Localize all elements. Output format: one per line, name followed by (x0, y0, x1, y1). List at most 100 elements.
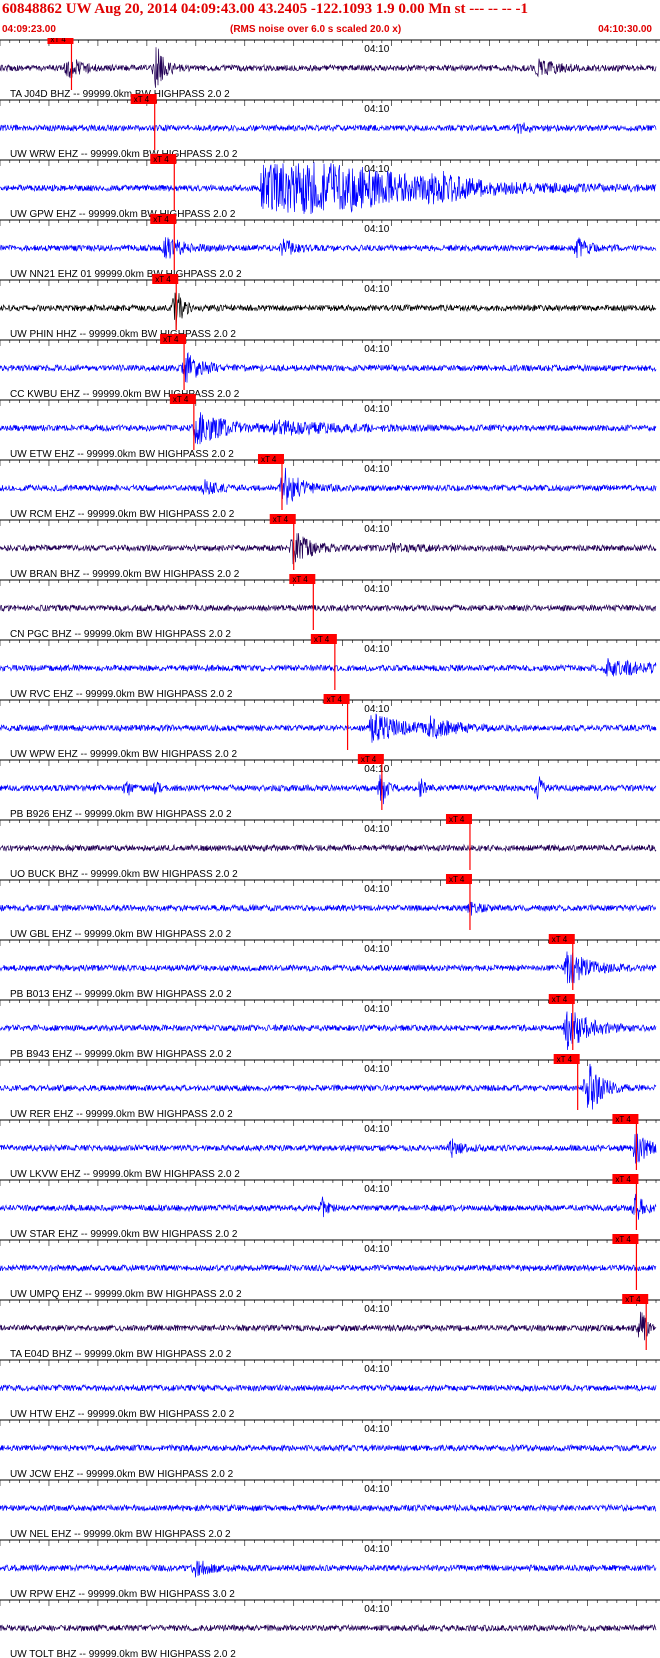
channel-label: UW PHIN HHZ -- 99999.0km BW HIGHPASS 2.0… (10, 329, 236, 340)
seismogram-plot: 04:10 TA J04D BHZ -- 99999.0km BW HIGHPAS… (0, 38, 660, 1658)
channel-panel: 04:10 UW LKVW EHZ -- 99999.0km BW HIGHPAS… (0, 1114, 660, 1180)
waveform-trace (0, 901, 657, 916)
waveform-trace (0, 1133, 657, 1164)
waveform-trace (0, 1560, 657, 1578)
channel-panel: 04:10 UW BRAN BHZ -- 99999.0km BW HIGHPAS… (0, 514, 660, 580)
minute-tick-label: 04:10 (364, 944, 389, 955)
pick-label: xT 4 (153, 155, 169, 164)
pick-label: xT 4 (327, 695, 343, 704)
waveform-trace (0, 162, 657, 215)
channel-panel: 04:10 UW NEL EHZ -- 99999.0km BW HIGHPASS… (0, 1479, 660, 1540)
channel-label: UW ETW EHZ -- 99999.0km BW HIGHPASS 2.0 … (10, 449, 234, 460)
channel-panel: 04:10 PB B943 EHZ -- 99999.0km BW HIGHPAS… (0, 994, 660, 1060)
pick-marker (47, 38, 74, 44)
header: 60848862 UW Aug 20, 2014 04:09:43.00 43.… (0, 0, 660, 38)
channel-panel: 04:10 TA J04D BHZ -- 99999.0km BW HIGHPAS… (0, 38, 660, 100)
channel-panel: 04:10 PB B013 EHZ -- 99999.0km BW HIGHPAS… (0, 934, 660, 1000)
pick-marker (548, 934, 575, 944)
minute-tick-label: 04:10 (364, 584, 389, 595)
waveform-trace (0, 1063, 657, 1110)
channel-label: UW TOLT BHZ -- 99999.0km BW HIGHPASS 2.0… (10, 1649, 236, 1658)
channel-panel: 04:10 UW RPW EHZ -- 99999.0km BW HIGHPASS… (0, 1539, 660, 1600)
minute-tick-label: 04:10 (364, 1484, 389, 1495)
channel-label: UW HTW EHZ -- 99999.0km BW HIGHPASS 2.0 … (10, 1409, 235, 1420)
channel-label: TA E04D BHZ -- 99999.0km BW HIGHPASS 2.0… (10, 1349, 232, 1360)
waveform-trace (0, 47, 657, 88)
pick-label: xT 4 (173, 395, 189, 404)
pick-label: xT 4 (314, 635, 330, 644)
channel-panel: 04:10 UW GBL EHZ -- 99999.0km BW HIGHPASS… (0, 874, 660, 940)
channel-panel: 04:10 CN PGC BHZ -- 99999.0km BW HIGHPASS… (0, 574, 660, 640)
channel-label: UW RER EHZ -- 99999.0km BW HIGHPASS 2.0 … (10, 1109, 233, 1120)
channel-label: TA J04D BHZ -- 99999.0km BW HIGHPASS 2.0… (10, 89, 230, 100)
channel-label: UW UMPQ EHZ -- 99999.0km BW HIGHPASS 2.0… (10, 1289, 242, 1300)
pick-label: xT 4 (557, 1055, 573, 1064)
minute-tick-label: 04:10 (364, 44, 389, 55)
channel-label: UW WRW EHZ -- 99999.0km BW HIGHPASS 2.0 … (10, 149, 238, 160)
waveform-trace (0, 292, 657, 330)
minute-tick-label: 04:10 (364, 1064, 389, 1075)
minute-tick-label: 04:10 (364, 404, 389, 415)
channel-label: PB B013 EHZ -- 99999.0km BW HIGHPASS 2.0… (10, 989, 232, 1000)
waveform-trace (0, 951, 657, 984)
minute-tick-label: 04:10 (364, 224, 389, 235)
pick-label: xT 4 (153, 215, 169, 224)
waveform-trace (0, 1311, 657, 1341)
waveform-trace (0, 774, 657, 805)
channel-label: PB B943 EHZ -- 99999.0km BW HIGHPASS 2.0… (10, 1049, 232, 1060)
waveform-trace (0, 1011, 657, 1051)
pick-label: xT 4 (615, 1235, 631, 1244)
minute-tick-label: 04:10 (364, 1124, 389, 1135)
waveform-trace (0, 713, 657, 743)
pick-label: xT 4 (615, 1115, 631, 1124)
pick-marker (150, 154, 177, 164)
waveform-trace (0, 1503, 657, 1513)
minute-tick-label: 04:10 (364, 1184, 389, 1195)
channel-label: UW JCW EHZ -- 99999.0km BW HIGHPASS 2.0 … (10, 1469, 234, 1480)
channel-label: UW RCM EHZ -- 99999.0km BW HIGHPASS 2.0 … (10, 509, 235, 520)
pick-marker (169, 394, 196, 404)
channel-label: UO BUCK BHZ -- 99999.0km BW HIGHPASS 2.0… (10, 869, 238, 880)
pick-marker (445, 874, 472, 884)
pick-label: xT 4 (155, 275, 171, 284)
channel-panel: 04:10 UW RCM EHZ -- 99999.0km BW HIGHPASS… (0, 454, 660, 520)
minute-tick-label: 04:10 (364, 1544, 389, 1555)
pick-label: xT 4 (615, 1175, 631, 1184)
waveform-trace (0, 1443, 657, 1453)
channel-panel: 04:10 UW JCW EHZ -- 99999.0km BW HIGHPASS… (0, 1419, 660, 1480)
channel-panel: 04:10 UW GPW EHZ -- 99999.0km BW HIGHPASS… (0, 154, 660, 220)
minute-tick-label: 04:10 (364, 464, 389, 475)
channel-panel: 04:10 PB B926 EHZ -- 99999.0km BW HIGHPAS… (0, 754, 660, 820)
waveform-trace (0, 603, 657, 613)
minute-tick-label: 04:10 (364, 1424, 389, 1435)
pick-label: xT 4 (552, 995, 568, 1004)
pick-marker (548, 994, 575, 1004)
channel-label: PB B926 EHZ -- 99999.0km BW HIGHPASS 2.0… (10, 809, 232, 820)
pick-label: xT 4 (449, 875, 465, 884)
waveform-trace (0, 1383, 657, 1393)
channel-label: UW BRAN BHZ -- 99999.0km BW HIGHPASS 2.0… (10, 569, 240, 580)
minute-tick-label: 04:10 (364, 824, 389, 835)
minute-tick-label: 04:10 (364, 1304, 389, 1315)
scaling-note: (RMS noise over 6.0 s scaled 20.0 x) (230, 24, 402, 35)
channel-label: CN PGC BHZ -- 99999.0km BW HIGHPASS 2.0 … (10, 629, 231, 640)
pick-marker (323, 694, 350, 704)
pick-label: xT 4 (261, 455, 277, 464)
pick-label: xT 4 (361, 755, 377, 764)
pick-marker (310, 634, 337, 644)
minute-tick-label: 04:10 (364, 764, 389, 775)
channel-label: UW GPW EHZ -- 99999.0km BW HIGHPASS 2.0 … (10, 209, 236, 220)
channel-panel: 04:10 UW RVC EHZ -- 99999.0km BW HIGHPASS… (0, 634, 660, 700)
waveform-trace (0, 1623, 657, 1633)
minute-tick-label: 04:10 (364, 884, 389, 895)
start-time: 04:09:23.00 (2, 24, 56, 35)
channel-panel: 04:10 UW STAR EHZ -- 99999.0km BW HIGHPAS… (0, 1174, 660, 1240)
channel-label: CC KWBU EHZ -- 99999.0km BW HIGHPASS 2.0… (10, 389, 240, 400)
minute-tick-label: 04:10 (364, 1004, 389, 1015)
minute-tick-label: 04:10 (364, 104, 389, 115)
pick-marker (257, 454, 284, 464)
pick-marker (612, 1174, 639, 1184)
pick-marker (130, 94, 157, 104)
pick-marker (445, 814, 472, 824)
event-title: 60848862 UW Aug 20, 2014 04:09:43.00 43.… (2, 1, 528, 17)
